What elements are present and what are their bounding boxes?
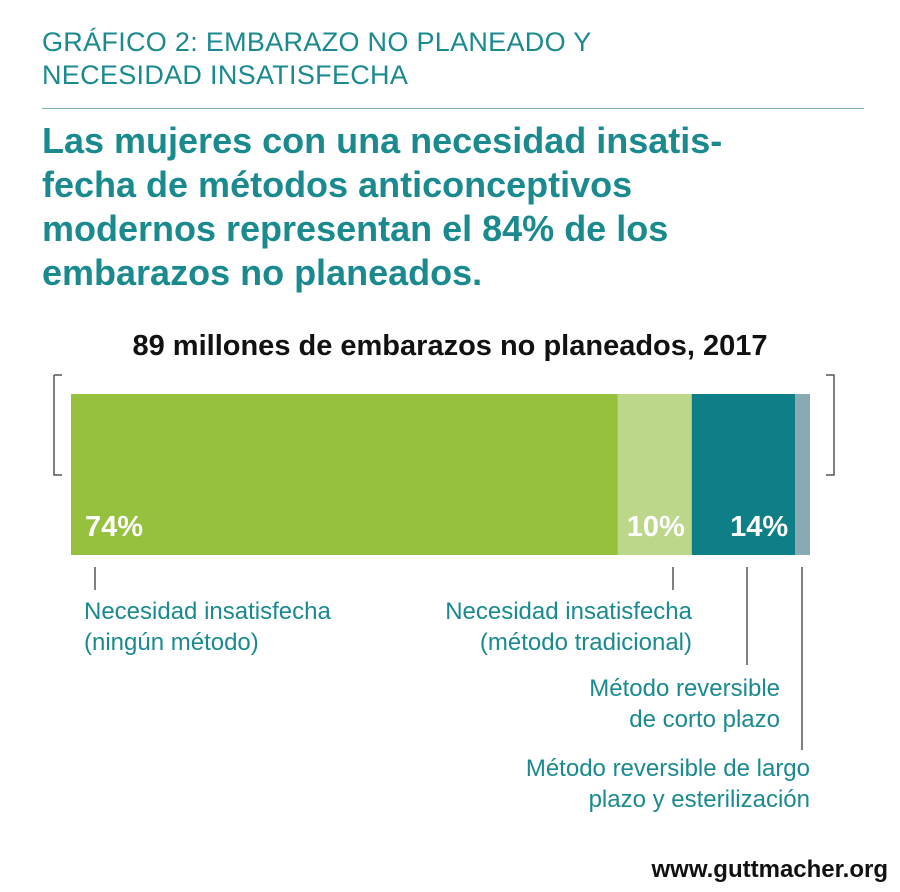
segment-label-4: Método reversible de largo plazo y ester… xyxy=(525,755,810,813)
bar-segment-2 xyxy=(617,394,692,555)
bar-segment-1 xyxy=(71,394,618,555)
segment-label-2: Necesidad insatisfecha (método tradicion… xyxy=(445,598,692,656)
source-url: www.guttmacher.org xyxy=(651,856,888,883)
bar-segments: 74% 10% 14% xyxy=(71,394,810,555)
bar-segment-4 xyxy=(795,394,810,555)
value-label-3: 14% xyxy=(730,511,788,543)
chart-title: 89 millones de embarazos no planeados, 2… xyxy=(132,330,768,362)
total-bracket xyxy=(53,374,835,476)
value-label-1: 74% xyxy=(85,511,143,543)
chart-headline: Las mujeres con una necesidad insatis- f… xyxy=(42,120,723,293)
value-label-2: 10% xyxy=(627,511,685,543)
segment-label-3: Método reversible de corto plazo xyxy=(589,675,780,733)
bracket-left xyxy=(53,374,62,476)
chart-kicker: GRÁFICO 2: EMBARAZO NO PLANEADO Y NECESI… xyxy=(42,26,842,92)
bracket-right xyxy=(826,374,835,476)
leader-lines xyxy=(94,567,803,750)
segment-label-1: Necesidad insatisfecha (ningún método) xyxy=(84,598,331,656)
kicker-text: GRÁFICO 2: EMBARAZO NO PLANEADO Y NECESI… xyxy=(42,27,592,90)
header-divider xyxy=(42,108,864,109)
bar-segment-3 xyxy=(691,394,796,555)
